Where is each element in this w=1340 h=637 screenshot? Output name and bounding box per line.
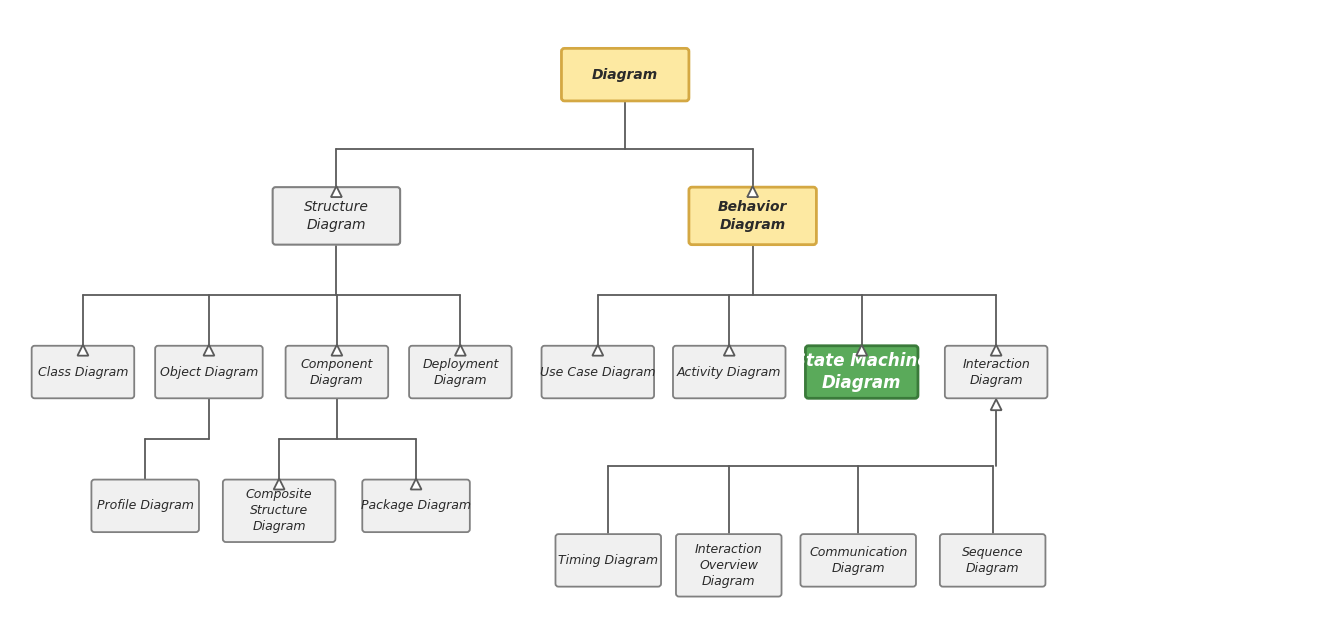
Text: Class Diagram: Class Diagram bbox=[38, 366, 129, 378]
FancyBboxPatch shape bbox=[939, 534, 1045, 587]
FancyBboxPatch shape bbox=[541, 346, 654, 398]
Polygon shape bbox=[331, 186, 342, 197]
FancyBboxPatch shape bbox=[805, 346, 918, 398]
FancyBboxPatch shape bbox=[222, 480, 335, 542]
Text: Timing Diagram: Timing Diagram bbox=[559, 554, 658, 567]
Polygon shape bbox=[724, 345, 734, 355]
Text: Structure
Diagram: Structure Diagram bbox=[304, 200, 368, 232]
Text: Interaction
Diagram: Interaction Diagram bbox=[962, 357, 1030, 387]
Polygon shape bbox=[331, 345, 342, 355]
Text: Diagram: Diagram bbox=[592, 68, 658, 82]
Polygon shape bbox=[856, 345, 867, 355]
Polygon shape bbox=[990, 399, 1001, 410]
FancyBboxPatch shape bbox=[285, 346, 389, 398]
Text: Communication
Diagram: Communication Diagram bbox=[809, 546, 907, 575]
FancyBboxPatch shape bbox=[945, 346, 1048, 398]
Text: Object Diagram: Object Diagram bbox=[159, 366, 259, 378]
Polygon shape bbox=[592, 345, 603, 355]
Polygon shape bbox=[78, 345, 88, 355]
Text: State Machine
Diagram: State Machine Diagram bbox=[795, 352, 929, 392]
Text: Interaction
Overview
Diagram: Interaction Overview Diagram bbox=[695, 543, 762, 588]
Polygon shape bbox=[410, 478, 422, 489]
Polygon shape bbox=[204, 345, 214, 355]
Text: Behavior
Diagram: Behavior Diagram bbox=[718, 200, 788, 232]
FancyBboxPatch shape bbox=[561, 48, 689, 101]
Text: Activity Diagram: Activity Diagram bbox=[677, 366, 781, 378]
FancyBboxPatch shape bbox=[689, 187, 816, 245]
Text: Use Case Diagram: Use Case Diagram bbox=[540, 366, 655, 378]
FancyBboxPatch shape bbox=[409, 346, 512, 398]
FancyBboxPatch shape bbox=[556, 534, 661, 587]
Polygon shape bbox=[990, 345, 1001, 355]
Text: Composite
Structure
Diagram: Composite Structure Diagram bbox=[245, 489, 312, 533]
FancyBboxPatch shape bbox=[91, 480, 198, 532]
Text: Sequence
Diagram: Sequence Diagram bbox=[962, 546, 1024, 575]
Polygon shape bbox=[273, 478, 284, 489]
Text: Package Diagram: Package Diagram bbox=[360, 499, 472, 512]
Polygon shape bbox=[748, 186, 758, 197]
Polygon shape bbox=[454, 345, 466, 355]
FancyBboxPatch shape bbox=[362, 480, 470, 532]
Text: Component
Diagram: Component Diagram bbox=[300, 357, 373, 387]
FancyBboxPatch shape bbox=[673, 346, 785, 398]
FancyBboxPatch shape bbox=[272, 187, 401, 245]
Text: Deployment
Diagram: Deployment Diagram bbox=[422, 357, 498, 387]
FancyBboxPatch shape bbox=[32, 346, 134, 398]
Text: Profile Diagram: Profile Diagram bbox=[96, 499, 193, 512]
FancyBboxPatch shape bbox=[675, 534, 781, 597]
FancyBboxPatch shape bbox=[800, 534, 917, 587]
FancyBboxPatch shape bbox=[155, 346, 263, 398]
